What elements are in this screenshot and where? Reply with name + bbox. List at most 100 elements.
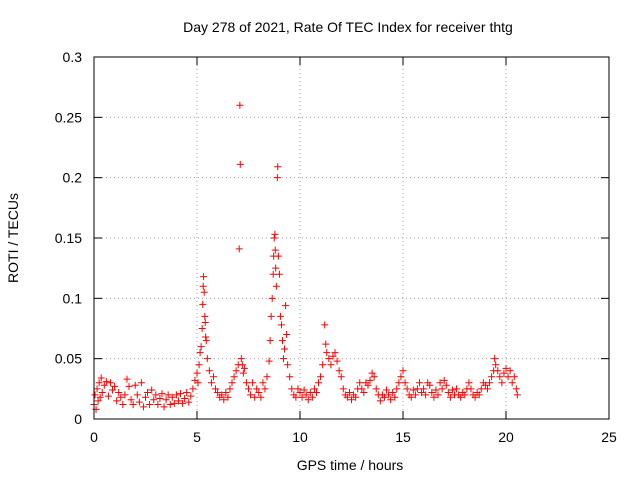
- data-point: [312, 388, 320, 396]
- data-point: [257, 393, 265, 401]
- data-point: [409, 386, 417, 394]
- data-point: [483, 385, 491, 393]
- data-point: [345, 388, 353, 396]
- data-point: [249, 379, 257, 387]
- data-point: [194, 379, 202, 387]
- data-point: [200, 288, 208, 296]
- data-point: [271, 246, 279, 254]
- data-point: [150, 396, 158, 404]
- data-point: [117, 393, 125, 401]
- data-point: [434, 391, 442, 399]
- data-point: [438, 385, 446, 393]
- data-point: [94, 397, 102, 405]
- data-point: [269, 270, 277, 278]
- data-point: [368, 369, 376, 377]
- data-point: [174, 397, 182, 405]
- data-point: [255, 388, 263, 396]
- data-point: [127, 396, 135, 404]
- data-point: [339, 385, 347, 393]
- data-point: [272, 264, 280, 272]
- x-axis-label: GPS time / hours: [297, 457, 404, 473]
- data-point: [486, 379, 494, 387]
- data-point: [226, 385, 234, 393]
- data-point: [387, 396, 395, 404]
- data-point: [488, 373, 496, 381]
- data-point: [236, 101, 244, 109]
- data-point: [331, 349, 339, 357]
- data-point: [123, 375, 131, 383]
- y-tick-label: 0: [74, 411, 82, 427]
- data-point: [403, 385, 411, 393]
- data-point: [383, 386, 391, 394]
- data-point: [98, 388, 106, 396]
- data-point: [268, 294, 276, 302]
- data-point: [104, 392, 112, 400]
- y-tick-label: 0.05: [55, 351, 82, 367]
- data-point: [426, 381, 434, 389]
- data-point: [430, 393, 438, 401]
- data-point: [193, 369, 201, 377]
- data-point: [477, 385, 485, 393]
- data-point: [510, 373, 518, 381]
- data-point: [395, 379, 403, 387]
- data-point: [235, 245, 243, 253]
- data-point: [181, 394, 189, 402]
- y-tick-label: 0.25: [55, 109, 82, 125]
- data-point: [261, 385, 269, 393]
- x-tick-label: 0: [90, 429, 98, 445]
- data-point: [475, 391, 483, 399]
- data-point: [177, 390, 185, 398]
- data-point: [97, 374, 105, 382]
- data-point: [385, 391, 393, 399]
- data-point: [212, 385, 220, 393]
- data-point: [337, 373, 345, 381]
- data-point: [91, 391, 99, 399]
- data-point: [329, 352, 337, 360]
- x-tick-label: 15: [395, 429, 411, 445]
- data-point: [415, 379, 423, 387]
- data-point: [436, 379, 444, 387]
- data-point: [333, 357, 341, 365]
- data-point: [121, 391, 129, 399]
- data-point: [335, 367, 343, 375]
- data-point: [166, 401, 174, 409]
- data-point: [418, 388, 426, 396]
- data-point: [245, 385, 252, 393]
- data-points: [90, 101, 521, 413]
- data-point: [267, 312, 275, 320]
- data-point: [481, 381, 489, 389]
- data-point: [196, 349, 204, 357]
- data-point: [323, 349, 331, 357]
- data-point: [281, 345, 289, 353]
- data-point: [239, 369, 247, 377]
- data-point: [317, 373, 325, 381]
- data-point: [411, 391, 419, 399]
- data-point: [237, 355, 245, 363]
- data-point: [205, 367, 213, 375]
- data-point: [152, 391, 160, 399]
- data-point: [364, 381, 372, 389]
- data-point: [202, 337, 210, 345]
- data-point: [467, 385, 475, 393]
- data-point: [498, 379, 506, 387]
- data-point: [286, 373, 294, 381]
- data-point: [343, 393, 351, 401]
- tick-labels: 0 0.05 0.1 0.15 0.2 0.25 0.3 0 5 10 15 20 25: [55, 49, 617, 445]
- data-point: [348, 396, 355, 404]
- data-point: [160, 403, 168, 411]
- data-point: [319, 361, 327, 369]
- data-point: [273, 174, 281, 182]
- data-point: [263, 373, 271, 381]
- data-point: [199, 282, 207, 290]
- data-point: [306, 388, 314, 396]
- data-point: [370, 373, 378, 381]
- x-tick-label: 5: [193, 429, 201, 445]
- data-point: [144, 388, 152, 396]
- data-point: [253, 385, 261, 393]
- data-point: [201, 312, 209, 320]
- data-point: [465, 379, 473, 387]
- y-axis-label: ROTI / TECUs: [5, 193, 21, 283]
- data-point: [142, 393, 149, 401]
- data-point: [397, 373, 405, 381]
